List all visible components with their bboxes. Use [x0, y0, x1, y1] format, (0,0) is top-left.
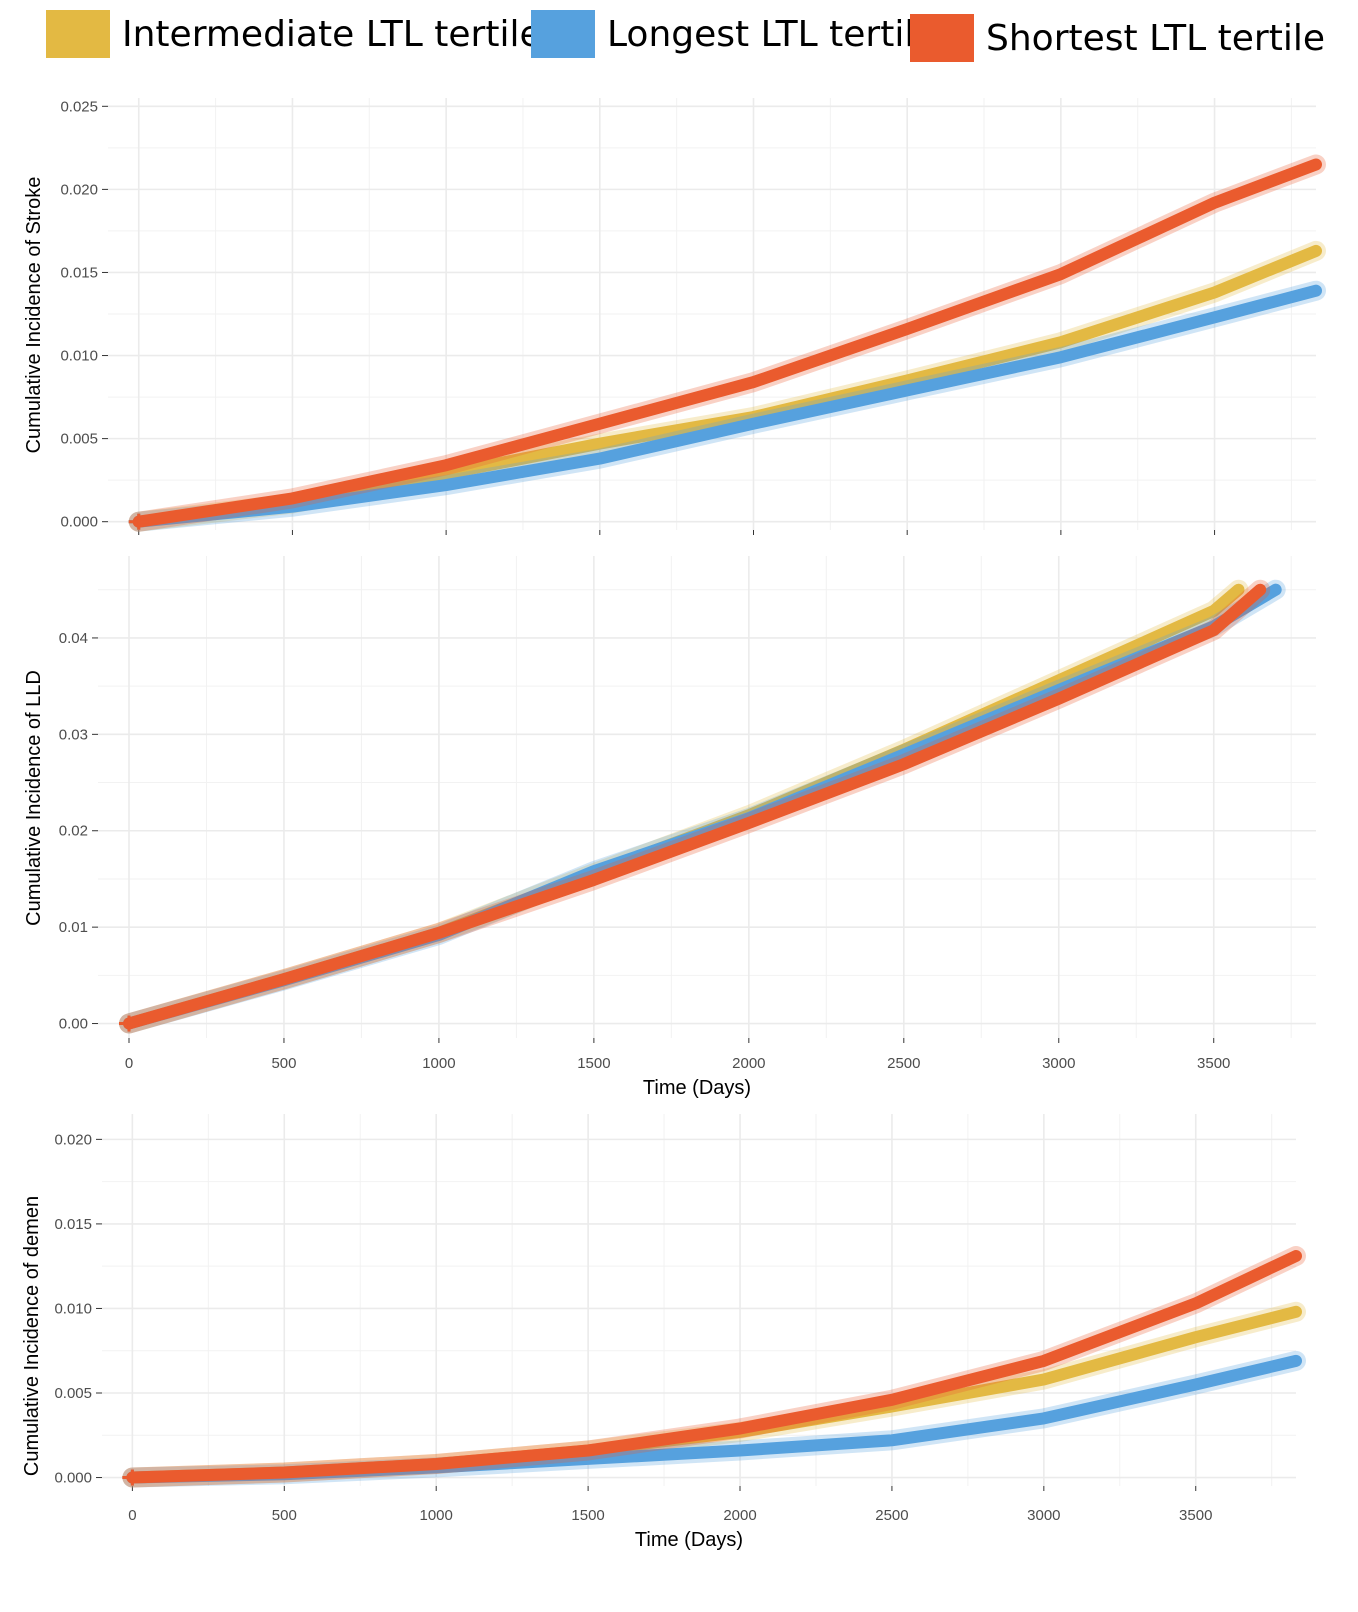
y-tick-label: 0.01	[59, 919, 88, 936]
y-tick-label: 0.010	[54, 1300, 92, 1317]
legend-label-intermediate: Intermediate LTL tertile	[122, 13, 542, 55]
x-tick-label: 500	[272, 1507, 297, 1524]
x-tick-label: 0	[128, 1507, 136, 1524]
series-line	[123, 583, 1245, 1030]
x-tick-label: 2000	[732, 1055, 765, 1072]
x-axis-title: Time (Days)	[635, 1529, 743, 1551]
series-intermediate	[118, 579, 1249, 1034]
legend-item-intermediate: Intermediate LTL tertile	[46, 10, 542, 58]
x-tick-label: 0	[125, 1055, 133, 1072]
x-tick-label: 1000	[422, 1055, 455, 1072]
legend-swatch-intermediate	[46, 10, 110, 58]
y-tick-label: 0.020	[54, 1131, 92, 1148]
y-tick-label: 0.025	[60, 98, 98, 115]
dementia-chart: 0 500 1000 1500 2000 2500 3000 3500 0.000 0.005 0.…	[21, 1114, 1306, 1551]
x-tick-label: 1000	[420, 1507, 453, 1524]
y-tick-label: 0.04	[59, 630, 88, 647]
series-shortest	[122, 1246, 1306, 1488]
y-axis-title: Cumulative Incidence of LLD	[23, 670, 45, 926]
legend-swatch-shortest	[910, 14, 974, 62]
x-tick-label: 500	[271, 1055, 296, 1072]
grid	[102, 1114, 1296, 1486]
x-tick-label: 2500	[875, 1507, 908, 1524]
legend-label-longest: Longest LTL tertile	[607, 13, 937, 55]
y-axis-title: Cumulative Incidence of demen	[21, 1196, 43, 1476]
x-tick-label: 3000	[1027, 1507, 1060, 1524]
y-tick-label: 0.02	[59, 823, 88, 840]
legend: Intermediate LTL tertile Longest LTL ter…	[0, 0, 1358, 72]
series-line	[123, 583, 1267, 1030]
y-tick-label: 0.015	[60, 264, 98, 281]
y-tick-label: 0.000	[54, 1470, 92, 1487]
lld-chart: 0 500 1000 1500 2000 2500 3000 3500 0.00 0.01 0.02…	[23, 556, 1316, 1099]
series-shortest	[128, 154, 1326, 532]
y-tick-label: 0.010	[60, 348, 98, 365]
series-line	[132, 284, 1322, 528]
x-tick-label: 2500	[887, 1055, 920, 1072]
x-tick-label: 1500	[577, 1055, 610, 1072]
y-tick-label: 0.000	[60, 514, 98, 531]
legend-label-shortest: Shortest LTL tertile	[986, 17, 1325, 59]
x-tick-label: 1500	[571, 1507, 604, 1524]
series-shortest	[118, 579, 1271, 1034]
x-tick-label: 3000	[1042, 1055, 1075, 1072]
y-tick-label: 0.005	[60, 431, 98, 448]
confidence-band	[122, 1350, 1306, 1488]
x-tick-label: 3500	[1179, 1507, 1212, 1524]
x-tick-label: 3500	[1197, 1055, 1230, 1072]
y-tick-label: 0.005	[54, 1385, 92, 1402]
x-axis-title: Time (Days)	[643, 1077, 751, 1099]
y-tick-label: 0.00	[59, 1016, 88, 1033]
legend-swatch-longest	[531, 10, 595, 58]
stroke-chart: 0.000 0.005 0.010 0.015 0.020 0.025 Cumulative…	[23, 98, 1326, 535]
y-axis-title: Cumulative Incidence of Stroke	[23, 177, 45, 454]
confidence-band	[119, 579, 1249, 1034]
legend-item-shortest: Shortest LTL tertile	[910, 14, 1325, 62]
y-tick-label: 0.015	[54, 1216, 92, 1233]
x-tick-label: 2000	[723, 1507, 756, 1524]
series-line	[132, 158, 1322, 528]
confidence-band	[119, 579, 1271, 1034]
legend-item-longest: Longest LTL tertile	[531, 10, 937, 58]
grid	[108, 98, 1316, 530]
grid	[98, 556, 1316, 1038]
y-tick-label: 0.020	[60, 181, 98, 198]
y-tick-label: 0.03	[59, 726, 88, 743]
series-line	[126, 1250, 1302, 1484]
